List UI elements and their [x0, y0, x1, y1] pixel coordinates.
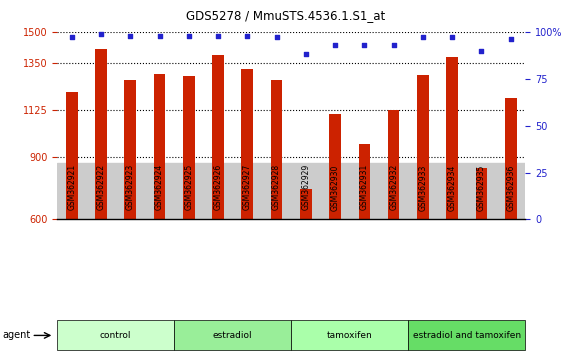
Text: GSM362924: GSM362924: [155, 164, 164, 211]
Point: [477, 48, 486, 53]
Text: GSM362932: GSM362932: [389, 164, 398, 211]
Text: estradiol: estradiol: [213, 331, 252, 340]
Bar: [124, 80, 136, 219]
Bar: [447, 57, 458, 219]
Text: estradiol and tamoxifen: estradiol and tamoxifen: [413, 331, 521, 340]
Point: [448, 35, 457, 40]
Point: [67, 35, 77, 40]
Point: [96, 31, 106, 36]
Bar: [505, 98, 517, 219]
Bar: [476, 169, 487, 219]
Text: GSM362925: GSM362925: [184, 164, 194, 211]
Text: GSM362926: GSM362926: [214, 164, 223, 211]
Text: GSM362936: GSM362936: [506, 164, 515, 211]
Bar: [388, 110, 400, 219]
Point: [506, 36, 515, 42]
Bar: [183, 76, 195, 219]
Bar: [242, 69, 253, 219]
Text: control: control: [100, 331, 131, 340]
Text: GSM362933: GSM362933: [419, 164, 428, 211]
Text: GSM362922: GSM362922: [96, 164, 106, 210]
Text: GSM362929: GSM362929: [301, 164, 311, 211]
Text: GSM362930: GSM362930: [331, 164, 340, 211]
Point: [419, 35, 428, 40]
Bar: [329, 114, 341, 219]
Point: [126, 33, 135, 39]
Point: [301, 52, 311, 57]
Text: GSM362923: GSM362923: [126, 164, 135, 211]
Text: GSM362927: GSM362927: [243, 164, 252, 211]
Text: GSM362931: GSM362931: [360, 164, 369, 211]
Text: GSM362928: GSM362928: [272, 164, 281, 210]
Point: [331, 42, 340, 48]
Point: [184, 33, 194, 39]
Point: [243, 33, 252, 39]
Bar: [66, 92, 78, 219]
Text: agent: agent: [3, 330, 31, 341]
Bar: [212, 55, 224, 219]
Point: [214, 33, 223, 39]
Bar: [271, 80, 283, 219]
Point: [155, 33, 164, 39]
Text: GSM362934: GSM362934: [448, 164, 457, 211]
Bar: [57, 163, 525, 219]
Point: [389, 42, 398, 48]
Point: [360, 42, 369, 48]
Bar: [154, 74, 166, 219]
Bar: [300, 189, 312, 219]
Bar: [95, 48, 107, 219]
Text: GDS5278 / MmuSTS.4536.1.S1_at: GDS5278 / MmuSTS.4536.1.S1_at: [186, 9, 385, 22]
Text: GSM362921: GSM362921: [67, 164, 77, 210]
Text: tamoxifen: tamoxifen: [327, 331, 373, 340]
Text: GSM362935: GSM362935: [477, 164, 486, 211]
Bar: [359, 144, 370, 219]
Point: [272, 35, 281, 40]
Bar: [417, 75, 429, 219]
